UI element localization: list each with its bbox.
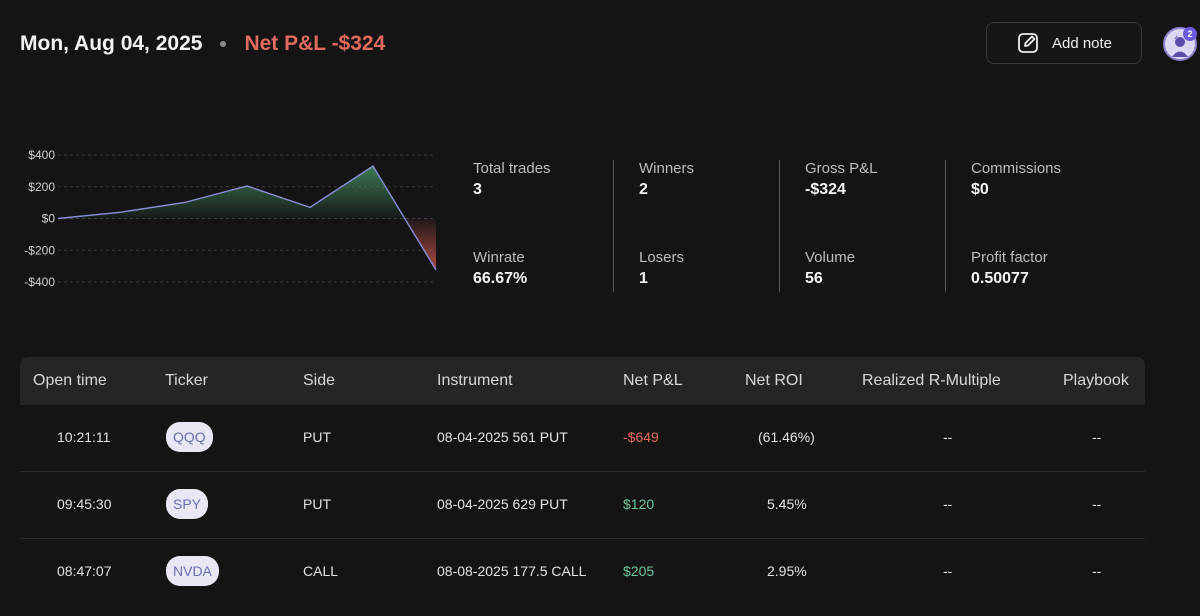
day-header: Mon, Aug 04, 2025 Net P&L -$324 [20,30,385,58]
side-cell: CALL [303,563,339,579]
trades-table: Open time Ticker Side Instrument Net P&L… [20,357,1145,606]
y-tick-label: $0 [42,212,56,226]
table-row[interactable]: 10:21:11 QQQ PUT 08-04-2025 561 PUT -$64… [20,405,1145,472]
side-cell: PUT [303,429,331,445]
stat-value: 0.50077 [971,270,1029,287]
r-multiple-cell: -- [943,563,953,579]
column-header-ticker[interactable]: Ticker [165,372,208,389]
stat-value: 56 [805,270,823,287]
side-cell: PUT [303,496,331,512]
instrument-cell: 08-08-2025 177.5 CALL [437,563,587,579]
playbook-cell: -- [1092,563,1102,579]
net-pl-cell: $205 [623,563,655,579]
stat-value: $0 [971,181,989,198]
net-pl-cell: -$649 [623,429,659,445]
playbook-cell: -- [1092,496,1102,512]
open-time-cell: 08:47:07 [57,563,112,579]
stat-winners: Winners 2 [639,160,694,199]
table-row[interactable]: 08:47:07 NVDA CALL 08-08-2025 177.5 CALL… [20,539,1145,606]
column-header-instrument[interactable]: Instrument [437,372,513,389]
column-header-open-time[interactable]: Open time [33,372,107,389]
stat-profit-factor: Profit factor 0.50077 [971,249,1048,288]
net-roi-cell: 2.95% [767,563,807,579]
open-time-cell: 09:45:30 [57,496,112,512]
y-tick-label: -$400 [24,275,55,289]
stat-value: 2 [639,181,648,198]
column-header-r-multiple[interactable]: Realized R-Multiple [862,372,1001,389]
y-tick-label: $200 [28,180,55,194]
net-pl-cell: $120 [623,496,655,512]
stats-panel: Total trades 3 Winrate 66.67% Winners 2 … [473,158,1153,292]
stat-winrate: Winrate 66.67% [473,249,527,288]
stat-value: 3 [473,181,482,198]
column-header-net-roi[interactable]: Net ROI [745,372,803,389]
stat-label: Total trades [473,160,551,177]
stat-label: Volume [805,249,856,266]
playbook-cell: -- [1092,429,1102,445]
ticker-chip[interactable]: SPY [166,489,209,519]
y-tick-label: $400 [28,148,55,162]
stat-value: 66.67% [473,270,528,287]
net-roi-cell: (61.46%) [758,429,815,445]
table-row[interactable]: 09:45:30 SPY PUT 08-04-2025 629 PUT $120… [20,472,1145,539]
notification-badge: 2 [1183,27,1197,41]
column-header-net-pl[interactable]: Net P&L [623,372,683,389]
instrument-cell: 08-04-2025 629 PUT [437,496,568,512]
user-avatar-icon [1172,35,1188,57]
stat-label: Winners [639,160,695,177]
stat-value: 1 [639,270,648,287]
stat-label: Losers [639,249,685,266]
stat-label: Gross P&L [805,160,878,177]
open-time-cell: 10:21:11 [57,429,111,445]
add-note-button[interactable]: Add note [986,22,1142,64]
stat-value: -$324 [805,181,846,198]
instrument-cell: 08-04-2025 561 PUT [437,429,568,445]
ticker-chip[interactable]: QQQ [166,422,213,452]
net-roi-cell: 5.45% [767,496,807,512]
cumulative-pl-chart: $400 $200 $0 -$200 -$400 [24,148,437,289]
column-header-side[interactable]: Side [303,372,336,389]
stat-losers: Losers 1 [639,249,684,288]
positive-area [58,166,405,219]
stat-label: Profit factor [971,249,1048,266]
column-header-playbook[interactable]: Playbook [1063,372,1129,389]
edit-note-icon [1018,33,1038,53]
r-multiple-cell: -- [943,496,953,512]
stat-gross-pl: Gross P&L -$324 [805,160,878,199]
page-title-date: Mon, Aug 04, 2025 [20,32,203,55]
table-header: Open time Ticker Side Instrument Net P&L… [20,357,1145,405]
separator-dot [220,41,227,47]
ticker-chip[interactable]: NVDA [166,556,219,586]
stat-label: Winrate [473,249,525,266]
r-multiple-cell: -- [943,429,953,445]
net-pl-summary: Net P&L -$324 [244,32,386,55]
divider [945,160,946,292]
add-note-label: Add note [1051,34,1113,52]
divider [613,160,614,292]
stat-label: Commissions [971,160,1062,177]
stat-commissions: Commissions $0 [971,160,1061,199]
y-tick-label: -$200 [24,243,55,257]
divider [779,160,780,292]
stat-volume: Volume 56 [805,249,855,288]
stat-total-trades: Total trades 3 [473,160,551,199]
